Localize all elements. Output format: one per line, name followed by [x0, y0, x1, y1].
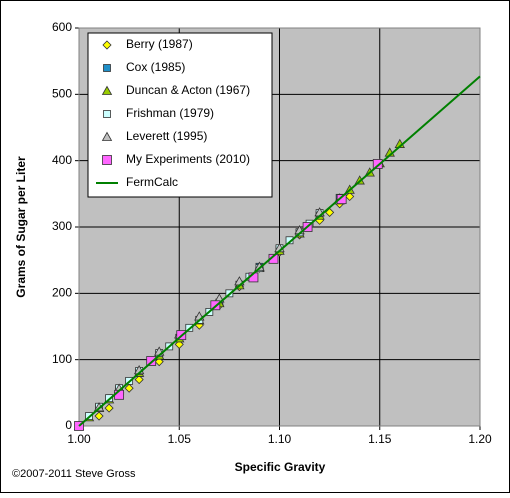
data-point [336, 194, 347, 205]
data-point [94, 411, 104, 421]
legend-label: Berry (1987) [126, 37, 193, 51]
legend-swatch [103, 110, 111, 118]
legend-swatch [101, 85, 113, 95]
legend-label: Cox (1985) [126, 60, 185, 74]
legend-swatch [103, 64, 111, 72]
y-tick-label: 200 [52, 286, 72, 300]
legend-swatch [102, 40, 112, 50]
data-point [372, 159, 383, 169]
y-tick-label: 100 [52, 352, 72, 366]
x-tick-label: 1.15 [368, 432, 392, 446]
data-point [154, 357, 164, 367]
data-point [134, 375, 144, 385]
legend-swatch [102, 155, 112, 165]
data-point [345, 191, 355, 202]
y-tick-label: 300 [52, 219, 72, 233]
x-tick-label: 1.20 [468, 432, 492, 446]
data-point [124, 383, 134, 393]
series-line [78, 75, 481, 427]
data-point [146, 356, 157, 366]
y-axis-title: Grams of Sugar per Liter [14, 156, 28, 298]
y-tick-label: 0 [65, 418, 72, 432]
legend-swatch [101, 131, 113, 141]
legend-label: My Experiments (2010) [126, 152, 250, 166]
data-point [105, 394, 113, 403]
plot-border [78, 27, 481, 427]
x-tick-label: 1.05 [168, 432, 192, 446]
data-point [174, 339, 184, 349]
credit: ©2007-2011 Steve Gross [12, 468, 136, 480]
legend-label: Frishman (1979) [126, 106, 214, 120]
data-point [104, 403, 114, 413]
y-tick-label: 400 [52, 153, 72, 167]
x-tick-label: 1.10 [268, 432, 292, 446]
legend-label: Leverett (1995) [126, 129, 207, 143]
y-tick-label: 500 [52, 87, 72, 101]
legend-label: FermCalc [126, 175, 178, 189]
y-tick-label: 600 [52, 20, 72, 34]
legend-label: Duncan & Acton (1967) [126, 83, 250, 97]
x-tick-label: 1.00 [67, 432, 91, 446]
x-axis-title: Specific Gravity [235, 460, 326, 474]
legend [87, 32, 273, 198]
